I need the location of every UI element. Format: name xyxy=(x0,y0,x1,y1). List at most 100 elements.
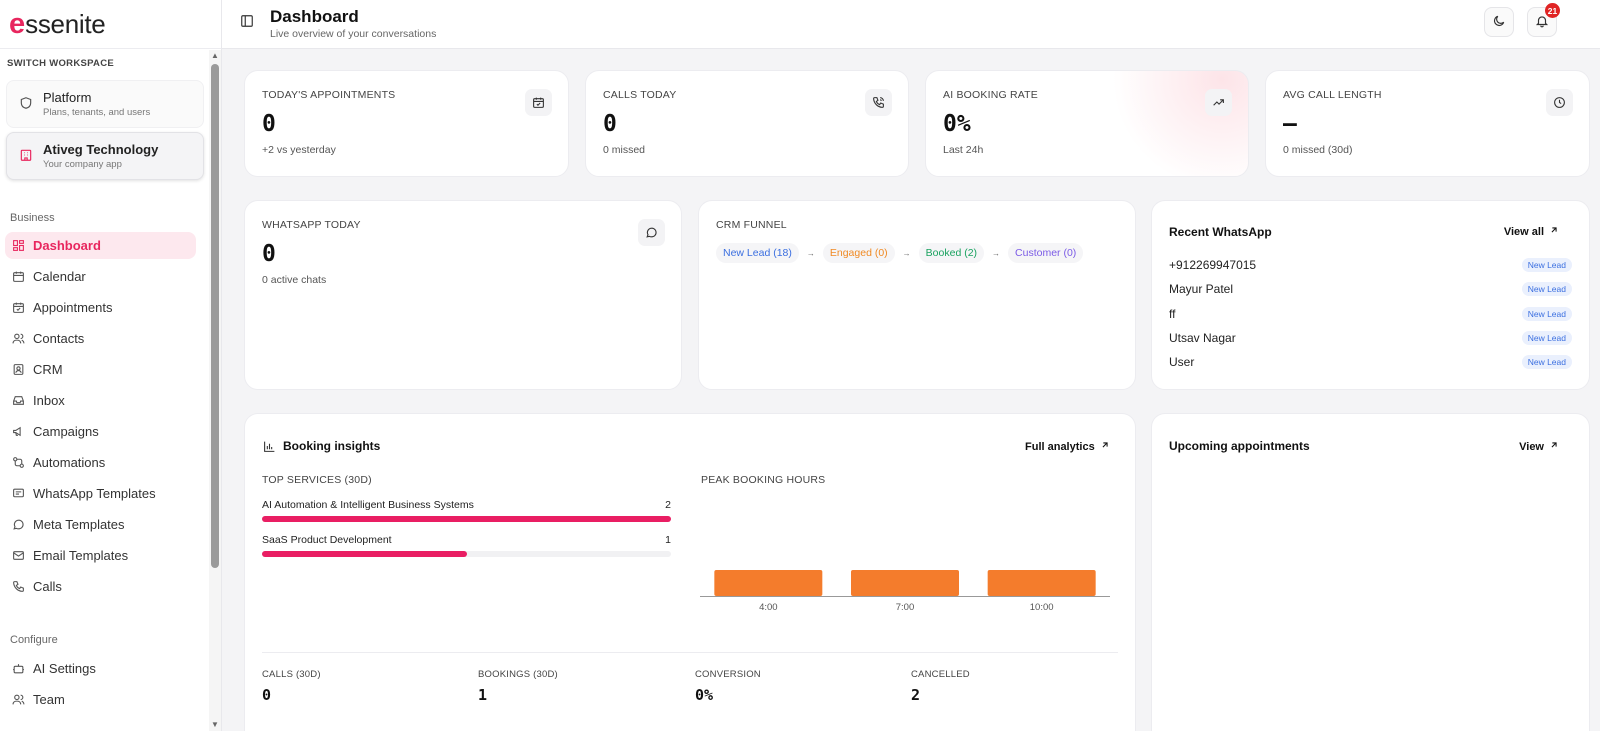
funnel-stage-booked[interactable]: Booked (2) xyxy=(918,243,985,263)
footer-stat-label: CALLS (30D) xyxy=(262,669,321,680)
service-bar xyxy=(262,551,671,557)
arrow-up-right-icon xyxy=(1100,440,1110,453)
mail-icon xyxy=(11,549,25,563)
bot-icon xyxy=(11,662,25,676)
peak-hours-chart: 4:00 7:00 10:00 xyxy=(700,570,1110,613)
sidebar-item-inbox[interactable]: Inbox xyxy=(5,387,196,414)
scroll-thumb[interactable] xyxy=(211,64,219,568)
contact-name: Mayur Patel xyxy=(1169,282,1234,296)
sidebar-item-crm[interactable]: CRM xyxy=(5,356,196,383)
stat-card-avg-call-length: AVG CALL LENGTH – 0 missed (30d) xyxy=(1265,70,1590,177)
crm-funnel-label: CRM FUNNEL xyxy=(716,219,787,231)
sidebar-item-automations[interactable]: Automations xyxy=(5,449,196,476)
workspace-subtitle: Your company app xyxy=(43,159,122,170)
stat-value: 0 xyxy=(603,111,617,137)
upcoming-appointments-card: Upcoming appointments View xyxy=(1151,413,1590,731)
booking-insights-card: Booking insights Full analytics TOP SERV… xyxy=(244,413,1136,731)
service-name: SaaS Product Development xyxy=(262,534,392,546)
stat-card-ai-booking-rate: AI BOOKING RATE 0% Last 24h xyxy=(925,70,1249,177)
workflow-icon xyxy=(11,456,25,470)
view-link[interactable]: View xyxy=(1519,440,1559,453)
list-item[interactable]: User New Lead xyxy=(1169,353,1572,371)
stat-value: – xyxy=(1283,111,1297,137)
list-item[interactable]: +912269947015 New Lead xyxy=(1169,256,1572,274)
sidebar-item-meta-templates[interactable]: Meta Templates xyxy=(5,511,196,538)
sidebar-item-label: Calendar xyxy=(33,269,86,284)
service-bar-fill xyxy=(262,551,467,557)
footer-stat-value: 2 xyxy=(911,686,921,704)
contact-name: +912269947015 xyxy=(1169,258,1257,272)
service-bar xyxy=(262,516,671,522)
sidebar-item-email-templates[interactable]: Email Templates xyxy=(5,542,196,569)
stat-value: 0 xyxy=(262,241,276,267)
phone-call-icon xyxy=(865,89,892,116)
sidebar-toggle-icon[interactable] xyxy=(240,14,256,30)
list-item[interactable]: Mayur Patel New Lead xyxy=(1169,280,1572,298)
arrow-right-icon: → xyxy=(902,248,911,258)
peak-booking-hours-label: PEAK BOOKING HOURS xyxy=(701,474,826,486)
footer-stat-label: CONVERSION xyxy=(695,669,761,680)
stat-sub: 0 active chats xyxy=(262,274,327,286)
logo-text: ssenite xyxy=(25,9,106,39)
sidebar-scrollbar[interactable]: ▲ ▼ xyxy=(209,50,221,731)
status-badge: New Lead xyxy=(1521,258,1572,272)
status-badge: New Lead xyxy=(1521,307,1572,321)
stat-card-calls: CALLS TODAY 0 0 missed xyxy=(585,70,909,177)
stat-label: AVG CALL LENGTH xyxy=(1283,89,1382,101)
sidebar-item-ai-settings[interactable]: AI Settings xyxy=(5,655,196,682)
phone-icon xyxy=(11,580,25,594)
sidebar-item-label: Inbox xyxy=(33,393,65,408)
message-square-icon xyxy=(11,487,25,501)
service-row: SaaS Product Development 1 xyxy=(262,534,671,557)
service-count: 2 xyxy=(665,499,671,511)
footer-stat-value: 0 xyxy=(262,686,272,704)
list-item[interactable]: Utsav Nagar New Lead xyxy=(1169,329,1572,347)
funnel-stage-customer[interactable]: Customer (0) xyxy=(1008,243,1084,263)
sidebar-item-label: Team xyxy=(33,692,65,707)
divider xyxy=(262,652,1118,653)
sidebar: e ssenite SWITCH WORKSPACE Platform Plan… xyxy=(0,0,222,731)
calendar-check-icon xyxy=(11,301,25,315)
scroll-up-icon[interactable]: ▲ xyxy=(211,51,219,60)
service-bar-fill xyxy=(262,516,671,522)
contact-name: User xyxy=(1169,355,1195,369)
bar-chart-icon xyxy=(263,440,276,456)
full-analytics-link[interactable]: Full analytics xyxy=(1025,440,1110,453)
theme-toggle-button[interactable] xyxy=(1484,7,1514,37)
scroll-down-icon[interactable]: ▼ xyxy=(211,720,219,729)
list-item[interactable]: ff New Lead xyxy=(1169,305,1572,323)
funnel-stage-new-lead[interactable]: New Lead (18) xyxy=(716,243,799,263)
workspace-title: Ativeg Technology xyxy=(43,142,159,157)
crm-funnel-stages: New Lead (18) → Engaged (0) → Booked (2)… xyxy=(716,243,1084,263)
sidebar-item-contacts[interactable]: Contacts xyxy=(5,325,196,352)
building-icon xyxy=(19,148,33,165)
sidebar-item-label: Contacts xyxy=(33,331,85,346)
service-name: AI Automation & Intelligent Business Sys… xyxy=(262,499,474,511)
recent-whatsapp-card: Recent WhatsApp View all +912269947015 N… xyxy=(1151,200,1590,390)
sidebar-item-label: Email Templates xyxy=(33,548,129,563)
workspace-ativeg[interactable]: Ativeg Technology Your company app xyxy=(6,132,204,180)
footer-stat-label: BOOKINGS (30D) xyxy=(478,669,558,680)
sidebar-item-team[interactable]: Team xyxy=(5,686,196,713)
stat-label: TODAY'S APPOINTMENTS xyxy=(262,89,396,101)
sidebar-item-label: Meta Templates xyxy=(33,517,125,532)
sidebar-item-calendar[interactable]: Calendar xyxy=(5,263,196,290)
view-all-link[interactable]: View all xyxy=(1504,225,1559,238)
sidebar-item-whatsapp-templates[interactable]: WhatsApp Templates xyxy=(5,480,196,507)
sidebar-item-campaigns[interactable]: Campaigns xyxy=(5,418,196,445)
workspace-platform[interactable]: Platform Plans, tenants, and users xyxy=(6,80,204,128)
sidebar-item-appointments[interactable]: Appointments xyxy=(5,294,196,321)
sidebar-item-calls[interactable]: Calls xyxy=(5,573,196,600)
funnel-stage-engaged[interactable]: Engaged (0) xyxy=(822,243,895,263)
calendar-icon xyxy=(11,270,25,284)
notifications-button[interactable]: 21 xyxy=(1527,3,1560,37)
brand-logo[interactable]: e ssenite xyxy=(0,0,221,49)
view-label: View xyxy=(1519,440,1544,453)
view-all-label: View all xyxy=(1503,225,1544,238)
footer-stat-value: 0% xyxy=(695,686,714,704)
moon-icon xyxy=(1492,14,1506,31)
crm-funnel-card: CRM FUNNEL New Lead (18) → Engaged (0) →… xyxy=(698,200,1136,390)
x-tick-label: 4:00 xyxy=(759,602,778,613)
sidebar-item-dashboard[interactable]: Dashboard xyxy=(5,232,196,259)
recent-whatsapp-title: Recent WhatsApp xyxy=(1169,225,1272,239)
